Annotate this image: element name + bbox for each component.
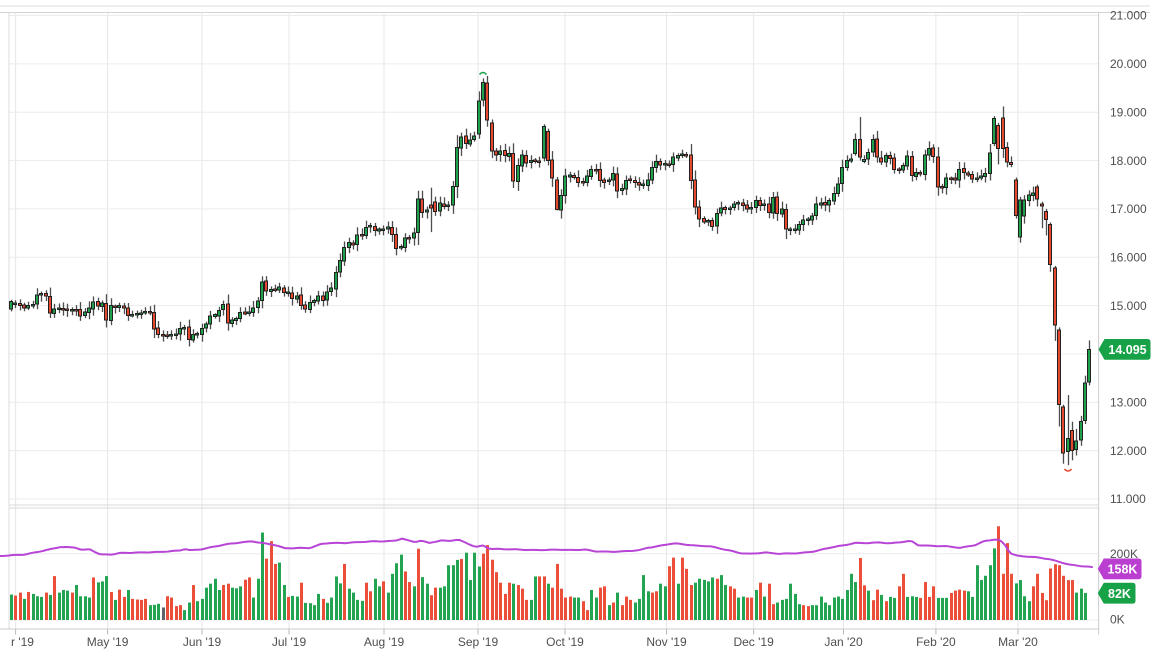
svg-text:20.000: 20.000 <box>1110 57 1147 71</box>
svg-text:May '19: May '19 <box>87 635 129 649</box>
svg-text:11.000: 11.000 <box>1110 492 1146 506</box>
svg-text:14.095: 14.095 <box>1108 343 1146 357</box>
svg-text:12.000: 12.000 <box>1110 444 1147 458</box>
svg-text:Jul '19: Jul '19 <box>272 635 307 649</box>
svg-text:Aug '19: Aug '19 <box>364 635 405 649</box>
svg-text:Sep '19: Sep '19 <box>458 635 499 649</box>
svg-text:17.000: 17.000 <box>1110 202 1147 216</box>
svg-text:Feb '20: Feb '20 <box>916 635 956 649</box>
svg-text:13.000: 13.000 <box>1110 396 1147 410</box>
svg-text:19.000: 19.000 <box>1110 105 1147 119</box>
svg-text:158K: 158K <box>1108 563 1138 577</box>
svg-text:0K: 0K <box>1110 613 1125 627</box>
svg-text:Oct '19: Oct '19 <box>546 635 584 649</box>
svg-text:18.000: 18.000 <box>1110 154 1147 168</box>
svg-text:Dec '19: Dec '19 <box>733 635 774 649</box>
svg-text:Jun '19: Jun '19 <box>183 635 222 649</box>
svg-text:Jan '20: Jan '20 <box>824 635 863 649</box>
svg-text:Mar '20: Mar '20 <box>998 635 1038 649</box>
svg-text:Nov '19: Nov '19 <box>646 635 687 649</box>
svg-text:200K: 200K <box>1110 547 1138 561</box>
svg-text:16.000: 16.000 <box>1110 250 1147 264</box>
svg-text:15.000: 15.000 <box>1110 299 1147 313</box>
svg-text:r '19: r '19 <box>11 635 34 649</box>
svg-text:82K: 82K <box>1108 587 1131 601</box>
svg-text:21.000: 21.000 <box>1110 9 1147 23</box>
